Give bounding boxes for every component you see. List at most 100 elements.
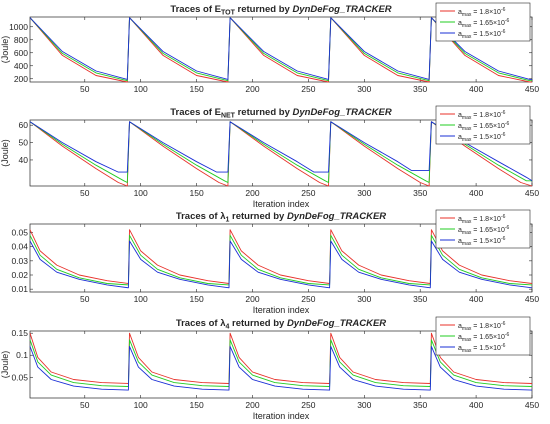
y-tick-label: 40 [19, 155, 29, 165]
title-subscript: 4 [225, 324, 229, 331]
legend-text: = 1.65×10 [471, 334, 505, 341]
legend-box [435, 2, 531, 42]
legend-label: amax = 1.5×10-6 [458, 343, 506, 354]
legend-text: = 1.5×10 [471, 134, 501, 141]
legend-sub: max [462, 12, 472, 18]
x-tick-label: 100 [134, 400, 148, 410]
chart-panel-4: 50 100 150 200 250 300 350 400 450 0.05 0.1 0.15 Ite… [0, 316, 539, 421]
chart-panel-1: 50 100 150 200 250 300 350 400 450 200 400 600 800 10… [0, 2, 539, 94]
y-axis-label: (Joule) [0, 351, 10, 379]
legend-sup: -6 [501, 214, 506, 220]
x-tick-label: 450 [525, 84, 539, 94]
x-tick-label: 200 [245, 294, 259, 304]
title-italic: DynDeFog_TRACKER [287, 211, 386, 222]
y-tick-label: 50 [19, 138, 29, 148]
x-tick-label: 350 [413, 400, 427, 410]
legend-text: = 1.8×10 [471, 323, 501, 330]
x-tick-label: 50 [80, 294, 90, 304]
y-tick-label: 0.05 [11, 228, 28, 238]
legend-label: amax = 1.8×10-6 [458, 110, 506, 121]
x-tick-label: 150 [189, 84, 203, 94]
y-tick-label: 0.03 [11, 256, 28, 266]
chart-panel-2: 50 100 150 200 250 300 350 400 450 40 50 60 Iteratio… [0, 105, 539, 209]
x-tick-label: 300 [357, 188, 371, 198]
title-symbol: λ [220, 211, 226, 222]
legend-a: a [458, 9, 462, 16]
title-subscript: 1 [225, 217, 229, 224]
series-line-blue [29, 121, 533, 182]
chart-title: Traces of λ1 returned by DynDeFog_TRACKE… [176, 211, 386, 224]
x-tick-label: 350 [413, 294, 427, 304]
legend-sub: max [462, 219, 472, 225]
legend-sup: -6 [501, 236, 506, 242]
legend-a: a [458, 334, 462, 341]
title-text: returned by [235, 107, 293, 118]
legend-text: = 1.5×10 [471, 238, 501, 245]
x-tick-label: 100 [134, 294, 148, 304]
title-italic: DynDeFog_TRACKER [293, 107, 392, 118]
chart-title: Traces of ENET returned by DynDeFog_TRAC… [170, 107, 392, 120]
legend-sup: -6 [501, 110, 506, 116]
legend-sup: -6 [501, 7, 506, 13]
legend-label: amax = 1.65×10-6 [458, 225, 510, 236]
legend-label: amax = 1.5×10-6 [458, 132, 506, 143]
y-tick-label: 0.01 [11, 284, 28, 294]
legend-sup: -6 [501, 321, 506, 327]
legend-sup: -6 [505, 121, 510, 127]
x-tick-label: 250 [301, 188, 315, 198]
title-text: Traces of E [170, 4, 221, 15]
y-tick-label: 1000 [9, 22, 28, 32]
legend-sub: max [462, 126, 472, 132]
x-tick-label: 450 [525, 188, 539, 198]
title-text: returned by [229, 318, 287, 329]
legend-a: a [458, 31, 462, 38]
x-tick-label: 250 [301, 294, 315, 304]
x-tick-label: 350 [413, 188, 427, 198]
legend-label: amax = 1.65×10-6 [458, 18, 510, 29]
legend-text: = 1.8×10 [471, 9, 501, 16]
series-line-blue [29, 345, 533, 391]
x-tick-label: 300 [357, 400, 371, 410]
title-italic: DynDeFog_TRACKER [287, 318, 386, 329]
x-tick-label: 450 [525, 400, 539, 410]
x-tick-label: 50 [80, 400, 90, 410]
legend-label: amax = 1.5×10-6 [458, 29, 506, 40]
y-tick-label: 0.05 [11, 372, 28, 382]
series-line-red [29, 332, 533, 384]
legend-a: a [458, 238, 462, 245]
legend-a: a [458, 323, 462, 330]
legend-text: = 1.65×10 [471, 20, 505, 27]
x-tick-label: 150 [189, 400, 203, 410]
x-tick-label: 50 [80, 84, 90, 94]
legend-text: = 1.5×10 [471, 345, 501, 352]
title-italic: DynDeFog_TRACKER [292, 4, 391, 15]
legend-text: = 1.8×10 [471, 216, 501, 223]
y-axis-label: (Joule) [0, 36, 10, 64]
legend-text: = 1.65×10 [471, 123, 505, 130]
x-tick-label: 250 [301, 84, 315, 94]
title-subscript: TOT [221, 10, 236, 17]
x-tick-label: 400 [469, 84, 483, 94]
legend-sub: max [462, 348, 472, 354]
legend-label: amax = 1.65×10-6 [458, 332, 510, 343]
x-tick-label: 450 [525, 294, 539, 304]
y-tick-label: 0.1 [16, 350, 28, 360]
y-tick-label: 0.02 [11, 270, 28, 280]
chart-title: Traces of λ4 returned by DynDeFog_TRACKE… [176, 318, 386, 331]
legend-sup: -6 [505, 225, 510, 231]
series-line-green [29, 234, 533, 286]
x-tick-label: 150 [189, 294, 203, 304]
legend-sup: -6 [501, 132, 506, 138]
x-tick-label: 350 [413, 84, 427, 94]
legend-text: = 1.8×10 [471, 112, 501, 119]
legend-a: a [458, 345, 462, 352]
title-text: Traces of [176, 318, 220, 329]
title-text: returned by [235, 4, 293, 15]
x-axis-label: Iteration index [253, 411, 310, 421]
y-axis-label: (Joule) [0, 139, 10, 167]
y-tick-label: 0.15 [11, 328, 28, 338]
legend-label: amax = 1.8×10-6 [458, 7, 506, 18]
